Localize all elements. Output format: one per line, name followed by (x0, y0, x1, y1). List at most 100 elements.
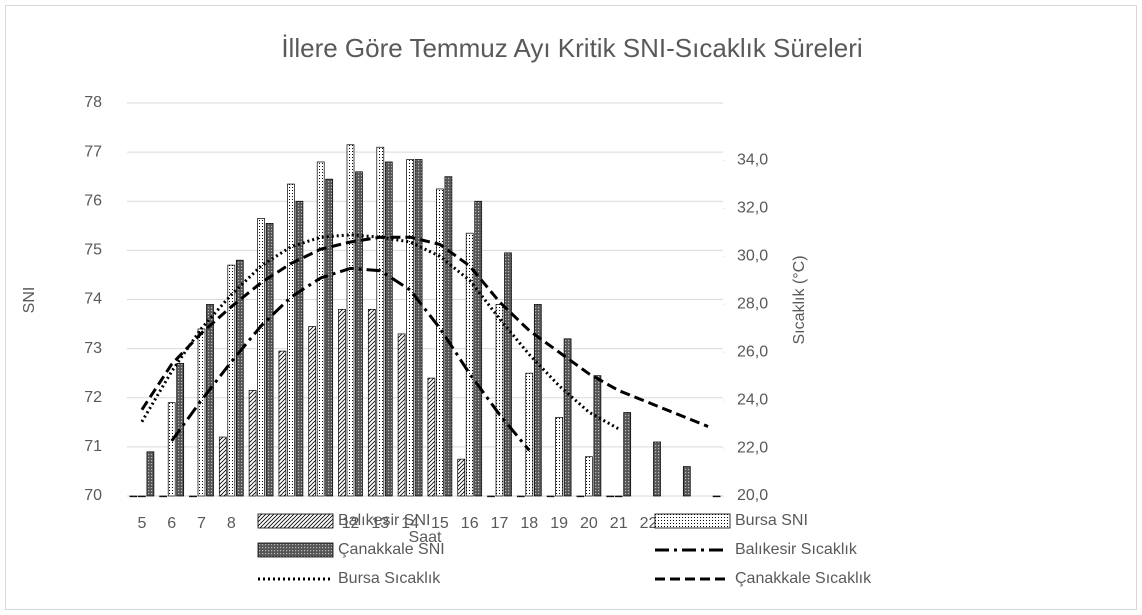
bar (585, 456, 593, 497)
legend-swatch (654, 513, 731, 529)
legend-swatch (257, 542, 334, 558)
bar (682, 466, 691, 497)
bar (338, 308, 346, 497)
bar (487, 495, 495, 498)
bar (525, 372, 534, 497)
y2-tick-label: 30,0 (737, 248, 768, 265)
x-tick-label: 14 (401, 515, 419, 532)
y2-tick-label: 34,0 (737, 152, 768, 169)
y2-tick-label: 24,0 (737, 391, 768, 408)
bar (367, 308, 376, 497)
bar (129, 495, 138, 498)
line (140, 235, 709, 428)
x-tick-label: 16 (461, 515, 479, 532)
bar (414, 159, 423, 497)
chart-title: İllere Göre Temmuz Ayı Kritik SNI-Sıcakl… (281, 33, 862, 63)
bar (206, 304, 214, 497)
y2-axis-title: Sıcaklık (°C) (791, 255, 808, 344)
bar (397, 333, 406, 497)
bar (516, 495, 525, 498)
y-tick-label: 70 (84, 487, 102, 504)
y2-tick-label: 20,0 (737, 487, 768, 504)
x-tick-label: 21 (610, 515, 628, 532)
bar (218, 436, 227, 497)
bar (563, 338, 572, 497)
bar (712, 495, 721, 498)
bar (257, 218, 265, 497)
bar (555, 417, 563, 497)
y-tick-label: 76 (84, 192, 102, 209)
bar (265, 223, 274, 497)
bar (623, 412, 632, 497)
bar (444, 176, 453, 497)
y-tick-label: 73 (84, 340, 102, 357)
bar (167, 402, 176, 497)
y-tick-label: 74 (84, 291, 102, 308)
legend-label: Balıkesir Sıcaklık (735, 541, 858, 558)
x-tick-label: 7 (197, 515, 206, 532)
bar (474, 200, 483, 497)
x-tick-label: 8 (227, 515, 236, 532)
y-tick-label: 72 (84, 389, 102, 406)
x-tick-label: 12 (342, 515, 360, 532)
bar (138, 495, 146, 498)
bar (355, 171, 363, 497)
x-tick-label: 13 (371, 515, 389, 532)
bar (278, 350, 287, 497)
bar (495, 304, 504, 497)
bar (593, 375, 602, 497)
bar (287, 183, 295, 497)
bar (546, 495, 555, 498)
bar (295, 200, 304, 497)
x-tick-label: 15 (431, 515, 449, 532)
legend-label: Balıkesir SNI (338, 512, 430, 529)
line (140, 233, 620, 431)
y2-tick-label: 28,0 (737, 296, 768, 313)
x-tick-label: 6 (167, 515, 176, 532)
y-tick-label: 77 (84, 143, 102, 160)
bar (653, 441, 661, 497)
bar (606, 495, 615, 498)
bar (227, 264, 236, 497)
bar (614, 495, 623, 498)
bar (248, 390, 257, 497)
x-tick-label: 19 (550, 515, 568, 532)
bar (189, 495, 197, 498)
bar (146, 451, 155, 497)
legend-label: Çanakkale Sıcaklık (735, 570, 872, 587)
x-tick-label: 18 (520, 515, 538, 532)
x-axis-title: Saat (409, 529, 442, 546)
x-tick-label: 17 (491, 515, 509, 532)
y-tick-label: 78 (84, 94, 102, 111)
x-tick-label: 20 (580, 515, 598, 532)
y-axis-title: SNI (21, 287, 38, 314)
bar (235, 259, 244, 497)
bar (159, 495, 168, 498)
bar (465, 232, 474, 497)
y2-tick-label: 22,0 (737, 439, 768, 456)
bar (346, 144, 355, 497)
bar (197, 328, 206, 497)
legend-label: Çanakkale SNI (338, 541, 445, 558)
chart-border (5, 5, 1137, 610)
bar (533, 304, 542, 497)
bar (436, 188, 444, 497)
bar (384, 161, 393, 497)
bar (457, 458, 466, 497)
bar (176, 363, 185, 497)
y2-tick-label: 26,0 (737, 343, 768, 360)
legend-swatch (257, 513, 334, 529)
y2-tick-label: 32,0 (737, 200, 768, 217)
bar (376, 146, 385, 497)
bar (325, 178, 334, 497)
legend-label: Bursa SNI (735, 512, 808, 529)
legend-label: Bursa Sıcaklık (338, 570, 441, 587)
line (170, 266, 531, 452)
bar (316, 161, 325, 497)
bar (308, 326, 317, 497)
bar (576, 495, 585, 498)
bar (504, 252, 512, 497)
x-tick-label: 22 (640, 515, 658, 532)
bar (427, 377, 436, 497)
